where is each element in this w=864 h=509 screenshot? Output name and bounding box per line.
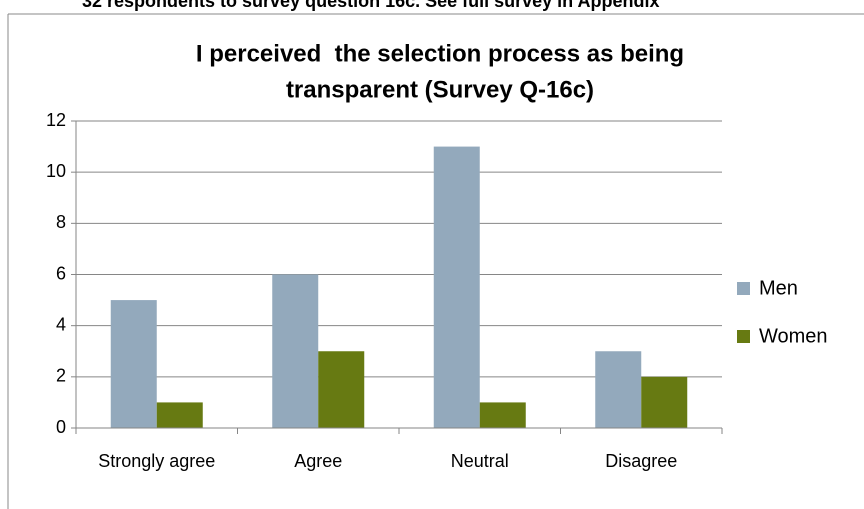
y-tick-label: 0 (56, 417, 66, 437)
legend-label: Women (759, 325, 828, 347)
legend-swatch (737, 282, 750, 295)
y-tick-label: 8 (56, 212, 66, 232)
bar (595, 351, 642, 428)
y-tick-label: 12 (46, 110, 66, 130)
x-tick-label: Disagree (605, 451, 677, 471)
legend-label: Men (759, 277, 798, 299)
bar (318, 351, 365, 428)
x-tick-label: Neutral (451, 451, 509, 471)
y-tick-label: 4 (56, 314, 66, 334)
y-tick-label: 2 (56, 366, 66, 386)
bar (272, 274, 319, 428)
bar (479, 402, 526, 428)
x-tick-label: Strongly agree (98, 451, 215, 471)
chart-title: transparent (Survey Q-16c) (286, 76, 594, 103)
chart-border (7, 13, 864, 509)
bar (433, 146, 480, 429)
caption: 32 respondents to survey question 16c. S… (82, 0, 660, 11)
y-tick-label: 10 (46, 161, 66, 181)
bar (110, 300, 157, 428)
legend-swatch (737, 330, 750, 343)
y-tick-label: 6 (56, 263, 66, 283)
bar (156, 402, 203, 428)
x-tick-label: Agree (294, 451, 342, 471)
bar (641, 376, 688, 428)
chart-title: I perceived the selection process as bei… (196, 40, 684, 67)
